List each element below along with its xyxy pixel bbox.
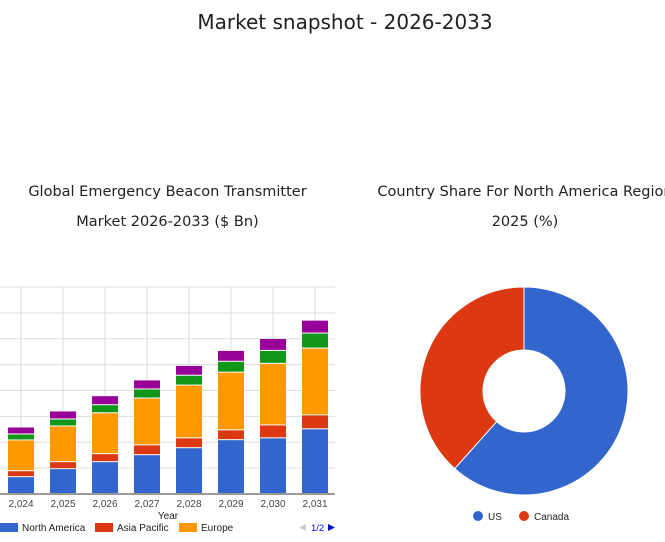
bar-segment <box>134 380 160 389</box>
bar-segment <box>134 455 160 493</box>
bar-segment <box>218 440 244 493</box>
legend-label: Asia Pacific <box>117 523 169 534</box>
bar-segment <box>218 430 244 440</box>
bar-chart: 2,024 2,025 2,026 2,027 2,028 2,029 2,030 2,031… <box>0 286 335 534</box>
bar-segment <box>260 425 286 438</box>
legend-label: North America <box>22 523 86 534</box>
bar-segment <box>218 361 244 372</box>
legend-swatch <box>95 523 113 532</box>
bar-segment <box>176 375 202 385</box>
bar-segment <box>176 365 202 375</box>
card-label: Largest Segment <box>185 81 279 94</box>
bar-segment <box>92 413 118 454</box>
legend-prev-icon <box>299 524 306 531</box>
x-tick-label: 2,031 <box>302 499 327 510</box>
x-tick-label: 2,026 <box>92 499 117 510</box>
legend-swatch <box>473 511 483 521</box>
card-largest-segment: Largest Segment Maintenance <box>178 75 336 147</box>
bar-segment <box>176 385 202 438</box>
card-value: Maintenance <box>216 117 298 133</box>
bar-segment <box>218 350 244 361</box>
bar-segment <box>302 415 328 429</box>
bar-segment <box>176 448 202 493</box>
bar-chart-title: Global Emergency Beacon Transmitter Mark… <box>28 184 307 230</box>
legend-swatch <box>179 523 197 532</box>
x-tick-label: 2,028 <box>176 499 201 510</box>
donut-chart: US Canada <box>419 286 629 523</box>
bar-segment <box>92 396 118 405</box>
bar-segment <box>92 405 118 413</box>
legend-swatch <box>519 511 529 521</box>
bar-segment <box>260 339 286 350</box>
bar-segment <box>302 333 328 348</box>
bar-segment <box>50 426 76 462</box>
bar-segment <box>8 440 34 471</box>
legend-page: 1/2 <box>311 523 324 534</box>
page-title: Market snapshot - 2026-2033 <box>197 10 493 34</box>
bar-segment <box>302 320 328 333</box>
bar-segment <box>218 372 244 430</box>
bar-segment <box>8 427 34 434</box>
donut-slice <box>419 286 525 470</box>
bar-segment <box>50 469 76 493</box>
card-label: Global Market Size <box>7 81 110 94</box>
x-tick-label: 2,030 <box>260 499 285 510</box>
bar-segment <box>260 350 286 363</box>
bar-segment <box>50 419 76 426</box>
bar-segment <box>176 438 202 448</box>
bar-segment <box>8 434 34 440</box>
card-fastest-growth: Fastest Growth Integration Management <box>356 75 514 165</box>
card-value: USD 2.07 billion <box>29 117 129 133</box>
bar-segment <box>50 411 76 419</box>
card-market-size: Global Market Size USD 2.07 billion <box>0 75 158 147</box>
bar-segment <box>50 462 76 469</box>
legend-swatch <box>0 523 18 532</box>
bar-segment <box>134 445 160 455</box>
bar-segment <box>134 389 160 398</box>
bar-segment <box>8 471 34 477</box>
card-label: Fastest Growth <box>363 81 446 94</box>
legend-label: Europe <box>201 523 234 534</box>
bar-segment <box>92 454 118 462</box>
card-value: Integration Management <box>393 117 477 151</box>
bar-segment <box>302 348 328 415</box>
card-label: Growth Rate <box>541 81 610 94</box>
bar-segment <box>92 462 118 493</box>
bar-segment <box>260 438 286 493</box>
legend-next-icon[interactable] <box>328 524 335 531</box>
donut-chart-title: Country Share For North America Region 2… <box>377 184 665 230</box>
x-tick-label: 2,027 <box>134 499 159 510</box>
bar-segment <box>134 398 160 445</box>
bar-segment <box>260 363 286 425</box>
card-value: 8.0% CAGR <box>577 117 649 133</box>
x-tick-label: 2,029 <box>218 499 243 510</box>
legend-label: Canada <box>534 512 569 523</box>
legend-label: US <box>488 512 502 523</box>
x-tick-label: 2,025 <box>50 499 75 510</box>
donut-slice <box>454 286 629 496</box>
x-tick-label: 2,024 <box>8 499 33 510</box>
card-growth-rate: Growth Rate 8.0% CAGR <box>534 75 665 147</box>
bar-segment <box>8 477 34 493</box>
x-axis-label: Year <box>158 511 179 522</box>
bar-segment <box>302 429 328 493</box>
